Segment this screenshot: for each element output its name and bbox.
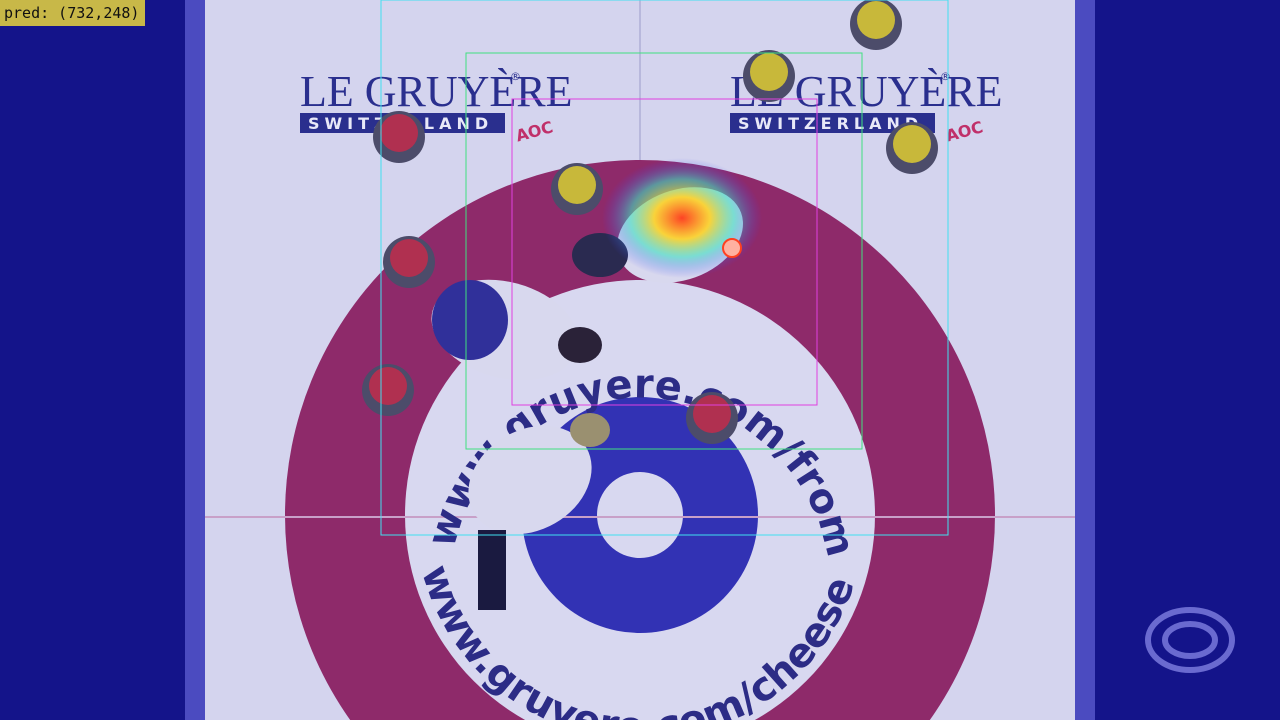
label-box — [0, 0, 145, 26]
shape — [558, 1, 931, 204]
shape — [390, 239, 428, 277]
legs — [478, 530, 506, 610]
shape — [1145, 607, 1235, 673]
shape — [857, 1, 895, 39]
prediction-point — [722, 238, 742, 258]
crop-box — [380, 0, 949, 536]
shape — [432, 280, 508, 360]
mark: ® — [940, 70, 951, 83]
stones — [362, 0, 938, 444]
shape — [893, 125, 931, 163]
shape — [558, 327, 602, 363]
mark: ® — [510, 70, 521, 83]
shape — [369, 367, 407, 405]
shape — [1162, 621, 1218, 659]
broadcast-logo — [1145, 607, 1235, 673]
prediction-label: pred: (732,248) — [4, 4, 139, 22]
button — [597, 472, 683, 558]
brand: LE GRUYÈRE — [300, 67, 573, 116]
shape — [570, 413, 610, 447]
tagline-band — [730, 113, 935, 133]
tagline: SWITZERLAND — [738, 114, 923, 133]
shape — [750, 53, 788, 91]
heatmap — [602, 158, 762, 278]
shape — [468, 425, 592, 535]
shape — [558, 166, 596, 204]
crop-box — [465, 52, 863, 450]
shape — [380, 114, 418, 152]
crop-box — [511, 98, 818, 406]
shape — [693, 395, 731, 433]
